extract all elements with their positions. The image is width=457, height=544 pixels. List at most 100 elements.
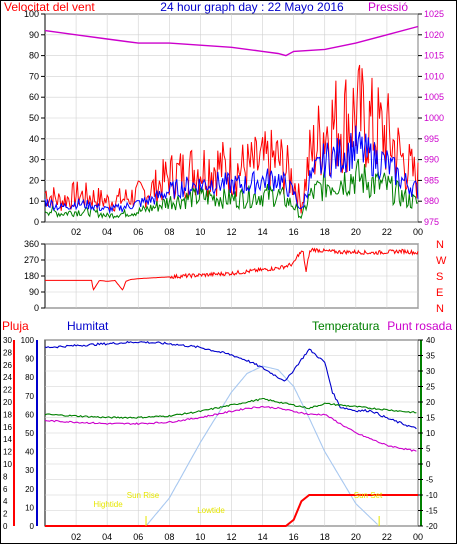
- temperature-axis: -20 -15 -10 -5 0 5 10 15 20 25 30 35 40: [418, 336, 438, 531]
- temp-x-tick-label: 08: [164, 532, 174, 542]
- temperature-y-tick-label: 30: [426, 367, 435, 376]
- rain-y-tick-label: 4: [3, 497, 8, 506]
- wind-x-tick-label: 20: [351, 227, 361, 237]
- compass-label: N: [436, 303, 444, 315]
- humidity-y-tick-label: 60: [25, 410, 34, 419]
- compass-label: W: [436, 255, 447, 267]
- rain-y-tick-label: 22: [3, 386, 12, 395]
- wind-y-tick-label: 60: [29, 92, 39, 102]
- sunset-label: Sun Set: [354, 491, 383, 500]
- humidity-y-tick-label: 20: [25, 485, 34, 494]
- wind-y-tick-label: 70: [29, 71, 39, 81]
- rain-y-tick-label: 16: [3, 423, 12, 432]
- humidity-y-tick-label: 100: [21, 336, 35, 345]
- rain-y-tick-label: 14: [3, 435, 12, 444]
- temperature-y-tick-label: -5: [426, 476, 434, 485]
- pressure-y-tick-label: 1025: [424, 9, 444, 19]
- temperature-y-tick-label: 5: [426, 445, 431, 454]
- humidity-y-tick-label: 90: [25, 355, 34, 364]
- temperature-y-tick-label: 10: [426, 429, 435, 438]
- wind-x-tick-label: 12: [226, 227, 236, 237]
- sun-tide-labels: HightideSun RiseLowtideSun Set: [93, 491, 383, 526]
- wind-y-tick-label: 20: [29, 175, 39, 185]
- pressure-y-tick-label: 985: [424, 175, 439, 185]
- temperature-y-tick-label: 0: [426, 460, 431, 469]
- rain-y-tick-label: 28: [3, 348, 12, 357]
- wind-y-tick-label: 0: [34, 217, 39, 227]
- wind-speed-axis: 0 10 20 30 40 50 60 70 80 90 100: [24, 9, 45, 227]
- humidity-y-tick-label: 10: [25, 503, 34, 512]
- temp-x-tick-label: 04: [102, 532, 112, 542]
- wind-x-tick-label: 22: [382, 227, 392, 237]
- chart-title: 24 hour graph day : 22 Mayo 2016: [160, 0, 344, 14]
- humidity-line: [45, 342, 416, 429]
- pressure-y-tick-label: 1005: [424, 92, 444, 102]
- pressure-y-tick-label: 995: [424, 134, 439, 144]
- rain-y-tick-label: 8: [3, 472, 8, 481]
- temp-x-tick-label: 20: [351, 532, 361, 542]
- wind-x-tick-label: 00: [413, 227, 423, 237]
- humidity-axis: 0 10 20 30 40 50 60 70 80 90 100: [21, 336, 37, 531]
- wind-x-tick-label: 16: [289, 227, 299, 237]
- pressure-y-tick-label: 1000: [424, 113, 444, 123]
- compass-label: E: [436, 287, 443, 299]
- rain-y-tick-label: 12: [3, 448, 12, 457]
- wind-x-tick-label: 06: [133, 227, 143, 237]
- rain-y-tick-label: 0: [3, 522, 8, 531]
- direction-y-tick-label: 90: [29, 287, 39, 297]
- temp-x-tick-label: 16: [289, 532, 299, 542]
- pressure-y-tick-label: 1015: [424, 51, 444, 61]
- wind-speed-label: Velocitat del vent: [4, 0, 95, 14]
- sunrise-label: Sun Rise: [127, 491, 160, 500]
- humidity-y-tick-label: 70: [25, 392, 34, 401]
- temperature-y-tick-label: 40: [426, 336, 435, 345]
- pressure-y-tick-label: 990: [424, 155, 439, 165]
- wind-y-tick-label: 10: [29, 196, 39, 206]
- temp-x-tick-label: 06: [133, 532, 143, 542]
- temperature-y-tick-label: 20: [426, 398, 435, 407]
- sun-elevation-line: [146, 366, 378, 526]
- direction-y-tick-label: 180: [24, 271, 39, 281]
- temperature-y-tick-label: -20: [426, 522, 438, 531]
- direction-y-tick-label: 0: [34, 303, 39, 313]
- direction-y-tick-label: 360: [24, 239, 39, 249]
- rain-y-tick-label: 26: [3, 361, 12, 370]
- wind-x-tick-label: 08: [164, 227, 174, 237]
- temperature-y-tick-label: 15: [426, 414, 435, 423]
- wind-x-tick-label: 10: [195, 227, 205, 237]
- temp-x-tick-label: 22: [382, 532, 392, 542]
- temp-x-axis: 02 04 06 08 10 12 14 16 18 20 22 00: [71, 532, 423, 542]
- temperature-y-tick-label: 35: [426, 352, 435, 361]
- wind-y-tick-label: 30: [29, 155, 39, 165]
- compass-label: N: [436, 239, 444, 251]
- wind-y-tick-label: 90: [29, 30, 39, 40]
- wind-y-tick-label: 100: [24, 9, 39, 19]
- humidity-y-tick-label: 30: [25, 466, 34, 475]
- temperature-label: Temperatura: [312, 319, 380, 333]
- temp-x-tick-label: 10: [195, 532, 205, 542]
- wind-x-tick-label: 04: [102, 227, 112, 237]
- pressure-y-tick-label: 975: [424, 217, 439, 227]
- wind-x-tick-label: 14: [258, 227, 268, 237]
- humidity-y-tick-label: 0: [30, 522, 35, 531]
- rain-label: Pluja: [2, 319, 29, 333]
- wind-x-axis: 02 04 06 08 10 12 14 16 18 20 22 00: [71, 227, 423, 237]
- temp-x-tick-label: 12: [226, 532, 236, 542]
- wind-x-tick-label: 02: [71, 227, 81, 237]
- rain-y-tick-label: 18: [3, 410, 12, 419]
- pressure-y-tick-label: 1010: [424, 71, 444, 81]
- humidity-label: Humitat: [67, 319, 109, 333]
- pressure-label: Pressió: [368, 0, 408, 14]
- pressure-axis: 975 980 985 990 995 1000 1005 1010 1015 1020 1025: [418, 9, 444, 227]
- temp-x-tick-label: 14: [258, 532, 268, 542]
- wind-x-tick-label: 18: [320, 227, 330, 237]
- pressure-y-tick-label: 1020: [424, 30, 444, 40]
- temp-x-tick-label: 18: [320, 532, 330, 542]
- wind-y-tick-label: 80: [29, 51, 39, 61]
- humidity-y-tick-label: 50: [25, 429, 34, 438]
- rain-y-tick-label: 24: [3, 373, 12, 382]
- humidity-y-tick-label: 80: [25, 373, 34, 382]
- dewpoint-label: Punt rosada: [387, 319, 452, 333]
